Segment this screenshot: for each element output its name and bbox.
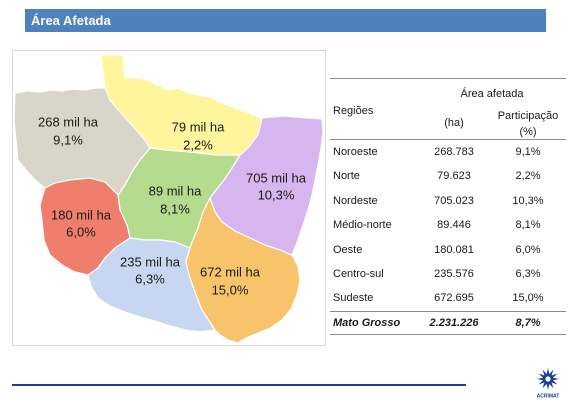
map-label-area-nordeste: 705 mil ha <box>246 170 307 185</box>
header-participation: Participação <box>497 110 559 122</box>
cell-participation: 9,1% <box>515 146 541 158</box>
map-label-area-sudeste: 672 mil ha <box>200 264 261 279</box>
cell-area-ha: 235.576 <box>434 268 474 280</box>
map-region-norte <box>100 54 263 156</box>
map-label-pct-noroeste: 9,1% <box>53 132 83 147</box>
map-label-pct-centro-sul: 6,3% <box>135 271 165 286</box>
map-label-area-medio-norte: 89 mil ha <box>149 183 203 198</box>
logo-center-dot <box>545 376 551 382</box>
cell-participation: 10,3% <box>512 194 544 207</box>
total-region: Mato Grosso <box>333 316 401 329</box>
header-ha: (ha) <box>444 117 464 129</box>
cell-region: Noroeste <box>333 146 378 158</box>
map-label-pct-norte: 2,2% <box>183 137 213 152</box>
acrimat-logo: ACRIMAT <box>537 368 560 400</box>
map-label-pct-nordeste: 10,3% <box>258 187 295 202</box>
cell-region: Centro-sul <box>333 268 384 280</box>
header-participation-unit: (%) <box>519 126 537 138</box>
cell-area-ha: 89.446 <box>437 219 471 232</box>
footer-divider <box>12 384 466 386</box>
map-label-area-centro-sul: 235 mil ha <box>120 254 181 269</box>
page-title: Área Afetada <box>31 13 111 28</box>
map-label-area-oeste: 180 mil ha <box>51 207 112 222</box>
map-label-pct-sudeste: 15,0% <box>212 282 249 297</box>
map-label-pct-medio-norte: 8,1% <box>160 201 190 216</box>
table-row: Nordeste 705.023 10,3% <box>330 189 566 213</box>
data-table: Regiões Área afetada (ha) Participação (… <box>330 78 566 336</box>
map-label-area-norte: 79 mil ha <box>172 119 226 134</box>
map-label-pct-oeste: 6,0% <box>66 224 96 239</box>
table-total-row: Mato Grosso 2.231.226 8,7% <box>330 310 566 336</box>
cell-region: Sudeste <box>333 292 374 305</box>
total-area-ha: 2.231.226 <box>429 316 479 329</box>
cell-participation: 6,0% <box>515 243 541 256</box>
header-area-group: Área afetada <box>460 88 524 100</box>
cell-region: Oeste <box>333 243 363 256</box>
cell-participation: 15,0% <box>512 292 544 305</box>
cell-area-ha: 672.695 <box>434 292 474 305</box>
region-map: 268 mil ha 9,1% 79 mil ha 2,2% 705 mil h… <box>12 50 326 346</box>
header-regions: Regiões <box>333 105 374 117</box>
table-row: Oeste 180.081 6,0% <box>330 238 566 262</box>
cell-area-ha: 705.023 <box>434 194 474 207</box>
cell-participation: 6,3% <box>515 268 541 280</box>
map-label-area-noroeste: 268 mil ha <box>38 114 99 129</box>
table-row: Sudeste 672.695 15,0% <box>330 286 566 310</box>
table-row: Noroeste 268.783 9,1% <box>330 140 566 164</box>
cell-participation: 2,2% <box>515 170 541 183</box>
title-bar: Área Afetada <box>25 9 546 32</box>
cell-area-ha: 180.081 <box>434 243 474 256</box>
cell-region: Médio-norte <box>333 219 392 232</box>
table-row: Norte 79.623 2,2% <box>330 164 566 188</box>
map-region-sudeste <box>185 197 301 344</box>
table-row: Centro-sul 235.576 6,3% <box>330 262 566 286</box>
cell-participation: 8,1% <box>515 219 541 232</box>
cell-area-ha: 268.783 <box>434 146 474 158</box>
cell-area-ha: 79.623 <box>437 170 471 183</box>
table-row: Médio-norte 89.446 8,1% <box>330 213 566 237</box>
table-header: Regiões Área afetada (ha) Participação (… <box>330 78 566 140</box>
total-participation: 8,7% <box>515 316 541 329</box>
cell-region: Nordeste <box>333 194 378 207</box>
cell-region: Norte <box>333 170 360 183</box>
logo-text: ACRIMAT <box>537 394 560 400</box>
